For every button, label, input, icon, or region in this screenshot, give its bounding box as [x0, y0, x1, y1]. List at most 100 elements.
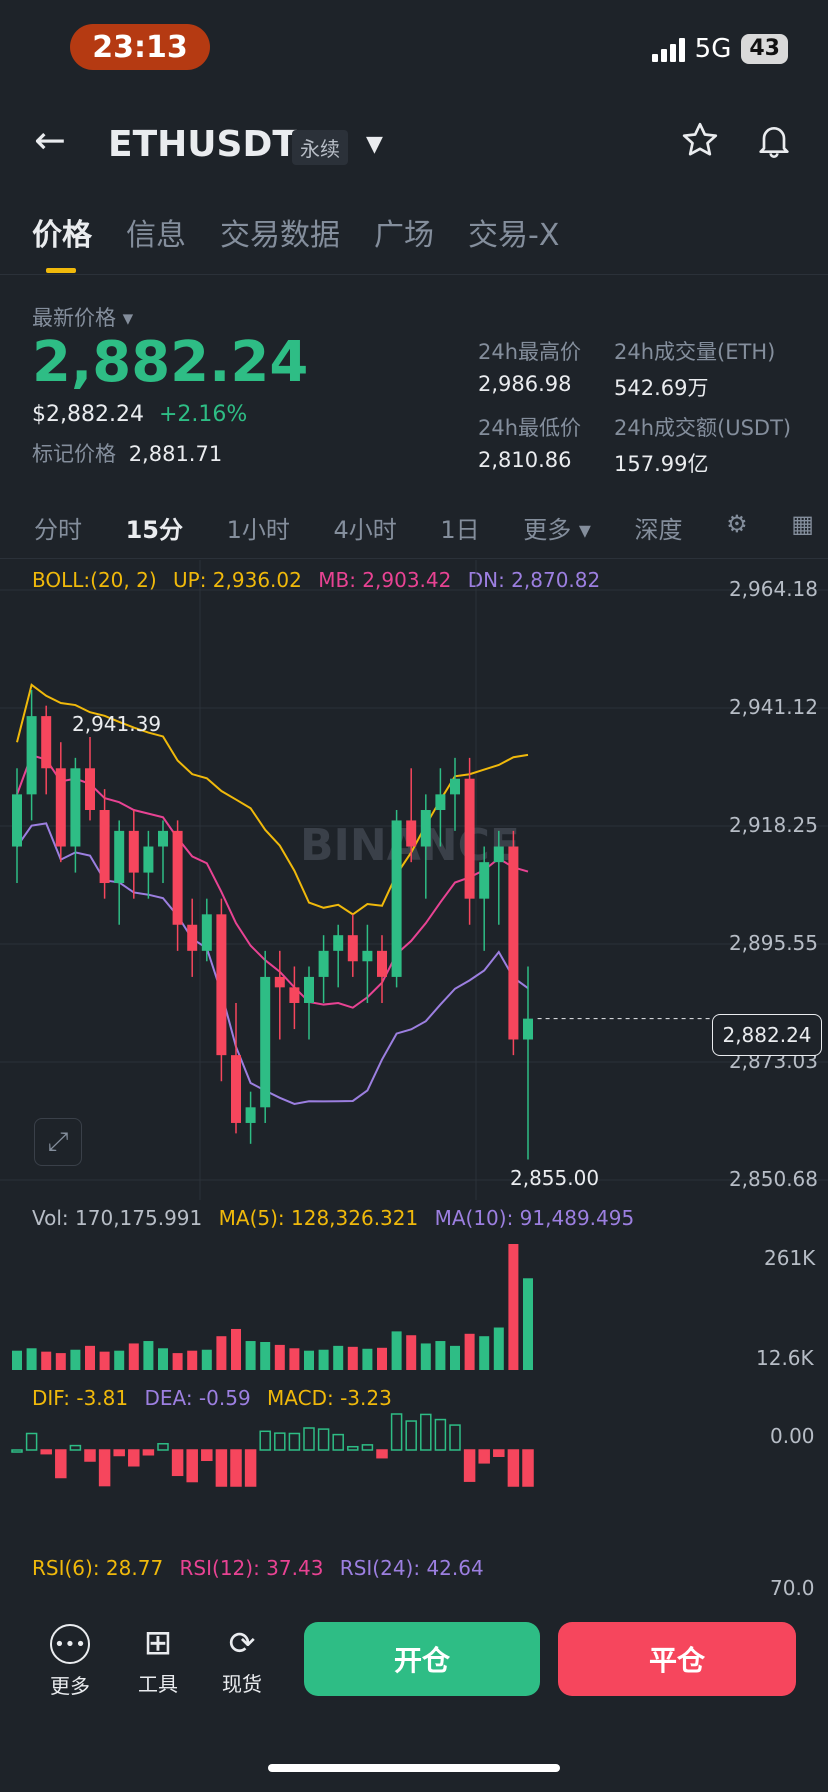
macd-bar — [288, 1432, 301, 1451]
main-tabs: 价格 信息 交易数据 广场 交易-X — [32, 210, 559, 254]
volume-bar — [41, 1351, 52, 1370]
interval-1d[interactable]: 1日 — [440, 516, 480, 544]
macd-bar — [303, 1427, 315, 1451]
volume-bar — [508, 1244, 519, 1370]
tools-button[interactable]: ⊞ 工具 — [138, 1623, 178, 1696]
candle-body — [41, 716, 52, 769]
candle-body — [26, 716, 37, 795]
interval-selector: 分时 15分 1小时 4小时 1日 更多 ▾ 深度 ⚙ ▦ — [34, 510, 814, 545]
candle-body — [508, 846, 519, 1040]
candle-body — [260, 976, 271, 1108]
volume-bar — [523, 1278, 533, 1370]
macd-bar — [142, 1449, 155, 1456]
macd-bar — [478, 1449, 490, 1464]
interval-depth[interactable]: 深度 — [634, 516, 683, 544]
bell-icon[interactable] — [754, 120, 794, 164]
mark-price-row: 标记价格 2,881.71 — [32, 438, 222, 468]
volume-bar — [493, 1327, 504, 1370]
status-indicators: 5G 43 — [651, 34, 788, 64]
layout-grid-icon[interactable]: ▦ — [791, 510, 814, 538]
tab-trade-data[interactable]: 交易数据 — [220, 218, 340, 253]
more-button[interactable]: ••• 更多 — [50, 1624, 90, 1699]
volume-bar — [435, 1341, 446, 1370]
star-icon[interactable] — [680, 120, 720, 164]
tabs-divider — [0, 274, 828, 275]
fullscreen-icon[interactable]: ⤢ — [34, 1118, 82, 1166]
macd-bar — [230, 1449, 242, 1487]
volume-bar — [377, 1347, 387, 1370]
macd-bar — [434, 1418, 447, 1451]
candle-body — [158, 830, 168, 847]
candle-body — [333, 935, 344, 951]
spot-button[interactable]: ⟳ 现货 — [222, 1624, 262, 1696]
volume-bar — [260, 1342, 271, 1370]
tab-info[interactable]: 信息 — [126, 218, 186, 253]
volume-bar — [55, 1353, 66, 1370]
symbol-title[interactable]: ETHUSDT — [108, 124, 297, 165]
interval-1h[interactable]: 1小时 — [226, 516, 290, 544]
volume-bar — [245, 1341, 256, 1370]
open-position-button[interactable]: 开仓 — [304, 1622, 540, 1696]
candle-body — [85, 768, 95, 811]
candle-body — [391, 820, 402, 977]
candle-body — [289, 987, 300, 1003]
rsi-legend: RSI(6): 28.77 RSI(12): 37.43 RSI(24): 42… — [32, 1556, 484, 1580]
interval-15m[interactable]: 15分 — [125, 516, 183, 544]
usd-price-row: $2,882.24 +2.16% — [32, 402, 247, 427]
macd-bar — [507, 1449, 520, 1487]
volume-bar — [158, 1348, 168, 1370]
candle-body — [523, 1018, 533, 1040]
macd-bar — [25, 1432, 38, 1451]
chart-settings-icon[interactable]: ⚙ — [726, 510, 748, 538]
candle-body — [172, 830, 183, 925]
interval-time-share[interactable]: 分时 — [34, 516, 82, 544]
macd-bar — [347, 1445, 359, 1451]
signal-icon — [651, 36, 685, 62]
candle-body — [12, 794, 22, 847]
volume-bar — [26, 1348, 37, 1370]
tab-trade-x[interactable]: 交易-X — [468, 218, 560, 253]
macd-bar — [215, 1449, 228, 1487]
tab-square[interactable]: 广场 — [374, 218, 434, 253]
close-position-button[interactable]: 平仓 — [558, 1622, 796, 1696]
macd-bar — [201, 1449, 213, 1462]
high-marker: 2,941.39 — [72, 712, 162, 736]
macd-legend: DIF: -3.81 DEA: -0.59 MACD: -3.23 — [32, 1386, 392, 1410]
volume-axis-top: 261K — [764, 1246, 816, 1270]
interval-4h[interactable]: 4小时 — [333, 516, 397, 544]
volume-bar — [289, 1348, 300, 1370]
symbol-dropdown-icon[interactable]: ▼ — [366, 132, 383, 157]
candle-body — [464, 778, 475, 899]
candles — [12, 690, 712, 1160]
stat-low: 24h最低价 2,810.86 — [478, 416, 582, 472]
battery-icon: 43 — [741, 34, 788, 64]
back-arrow-icon[interactable]: ← — [34, 118, 66, 162]
macd-bar — [376, 1449, 388, 1459]
candle-body — [114, 830, 125, 884]
price-axis-label: 2,895.55 — [729, 931, 818, 955]
latest-price-label[interactable]: 最新价格 ▾ — [32, 306, 134, 330]
tools-grid-icon: ⊞ — [143, 1623, 173, 1663]
candle-body — [450, 778, 460, 795]
mark-price: 2,881.71 — [128, 442, 223, 466]
macd-bar — [128, 1449, 140, 1467]
volume-bar — [274, 1344, 285, 1370]
candle-body — [347, 935, 358, 962]
tab-price[interactable]: 价格 — [32, 218, 92, 253]
mark-price-label: 标记价格 — [32, 442, 116, 466]
volume-bar — [85, 1345, 95, 1370]
macd-bar — [493, 1449, 505, 1457]
stat-volume-usdt: 24h成交额(USDT) 157.99亿 — [614, 416, 792, 476]
volume-bar — [172, 1353, 183, 1370]
last-price: 2,882.24 — [32, 330, 309, 395]
volume-bar — [187, 1350, 198, 1370]
candle-body — [274, 976, 285, 988]
volume-bar — [99, 1351, 110, 1370]
candle-body — [479, 862, 490, 899]
candlestick-chart[interactable]: BINANCE 2,964.182,941.122,918.252,895.55… — [0, 560, 828, 1200]
candle-body — [201, 914, 212, 951]
volume-bar — [333, 1345, 344, 1370]
macd-bar — [390, 1413, 403, 1451]
interval-more[interactable]: 更多 ▾ — [523, 516, 591, 544]
network-label: 5G — [694, 34, 732, 64]
